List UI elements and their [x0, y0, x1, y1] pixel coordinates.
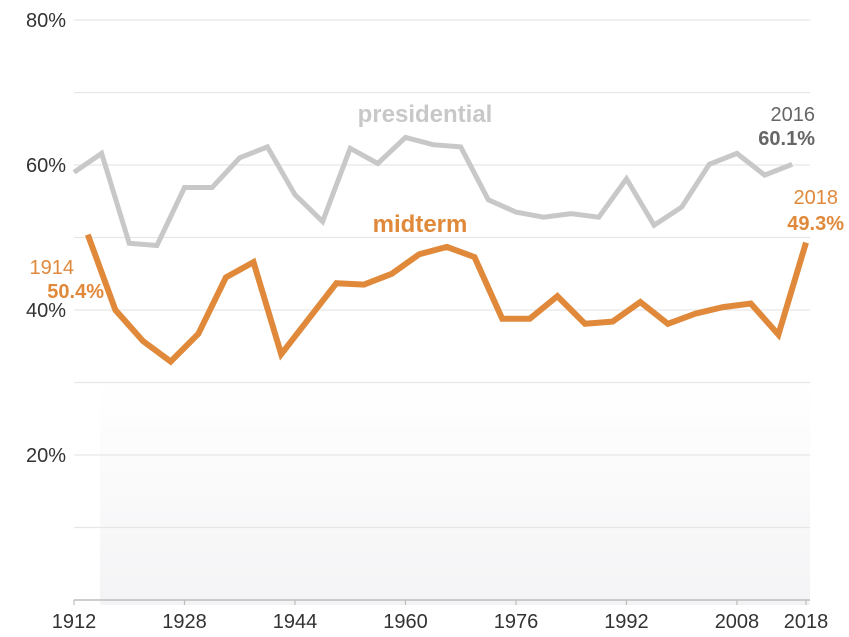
- x-tick-label: 1960: [383, 611, 428, 633]
- annotation-1914-year: 1914: [30, 257, 75, 279]
- series-label-presidential: presidential: [358, 101, 493, 128]
- y-tick-label: 20%: [26, 445, 66, 467]
- series-label-midterm: midterm: [373, 211, 468, 238]
- annotation-1914-value: 50.4%: [47, 281, 104, 303]
- annotation-2016: 2016 60.1%: [758, 104, 815, 150]
- x-axis-ticks: 1912 1928 1944 1960 1976 1992 2008 2018: [52, 600, 829, 633]
- x-tick-label: 1944: [273, 611, 318, 633]
- x-tick-label: 1976: [494, 611, 539, 633]
- annotation-2016-year: 2016: [771, 104, 816, 126]
- x-tick-label: 1912: [52, 611, 97, 633]
- x-tick-label: 2008: [715, 611, 760, 633]
- series-line-midterm: [84, 233, 809, 366]
- annotation-1914: 1914 50.4%: [30, 257, 105, 303]
- x-tick-label: 1928: [162, 611, 207, 633]
- y-tick-label: 80%: [26, 10, 66, 32]
- x-tick-label: 1992: [604, 611, 649, 633]
- annotation-2018-value: 49.3%: [787, 213, 844, 235]
- y-axis-ticks: 80% 60% 40% 20%: [26, 10, 66, 467]
- series-line-presidential: [72, 134, 794, 249]
- plot-background: [100, 380, 810, 605]
- y-tick-label: 60%: [26, 155, 66, 177]
- annotation-2018-year: 2018: [794, 187, 839, 209]
- annotation-2018: 2018 49.3%: [787, 187, 844, 235]
- annotation-2016-value: 60.1%: [758, 128, 815, 150]
- gridlines: [74, 19, 810, 601]
- x-tick-label: 2018: [784, 611, 829, 633]
- y-tick-label: 40%: [26, 300, 66, 322]
- series-lines: [72, 134, 809, 366]
